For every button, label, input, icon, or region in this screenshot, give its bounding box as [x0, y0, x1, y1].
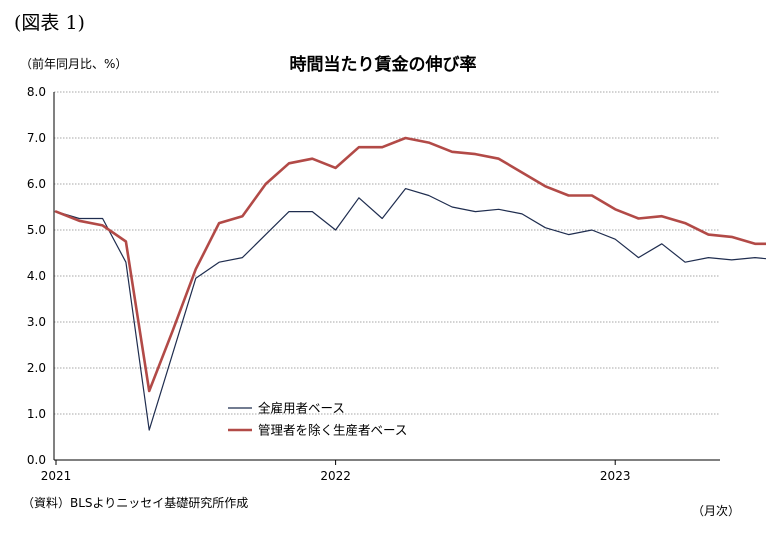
- y-tick-label: 4.0: [27, 269, 46, 283]
- gridlines: [54, 91, 720, 415]
- x-tick-label: 2021: [41, 469, 72, 483]
- x-axis-ticks: 2021 2022 2023: [41, 460, 631, 483]
- y-tick-label: 7.0: [27, 131, 46, 145]
- figure-label: (図表 1): [14, 12, 85, 34]
- y-unit-label: （前年同月比、%）: [20, 57, 128, 71]
- y-tick-label: 6.0: [27, 177, 46, 191]
- y-tick-label: 1.0: [27, 407, 46, 421]
- x-unit-label: （月次）: [691, 504, 740, 518]
- y-tick-label: 8.0: [27, 85, 46, 99]
- x-tick-label: 2022: [320, 469, 351, 483]
- source-note: （資料）BLSよりニッセイ基礎研究所作成: [22, 496, 249, 510]
- legend-label: 全雇用者ベース: [258, 401, 345, 416]
- series-lines: [54, 136, 766, 431]
- axes: [53, 92, 720, 461]
- y-tick-label: 3.0: [27, 315, 46, 329]
- chart-title: 時間当たり賃金の伸び率: [289, 55, 477, 75]
- y-tick-label: 0.0: [27, 453, 46, 467]
- x-tick-label: 2023: [600, 469, 631, 483]
- series-line-1: [54, 136, 766, 393]
- y-axis-ticks: 0.0 1.0 2.0 3.0 4.0 5.0 6.0 7.0 8.0: [27, 85, 46, 467]
- series-line-0: [55, 188, 766, 431]
- legend-label: 管理者を除く生産者ベース: [258, 423, 407, 438]
- y-tick-label: 2.0: [27, 361, 46, 375]
- y-tick-label: 5.0: [27, 223, 46, 237]
